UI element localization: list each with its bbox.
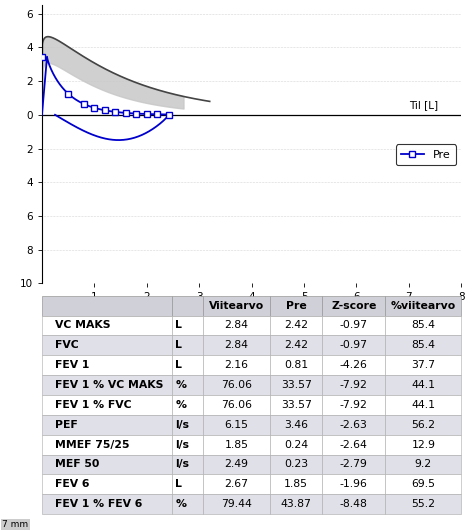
Text: 7 mm: 7 mm — [2, 520, 28, 529]
Legend: Pre: Pre — [396, 144, 456, 165]
Text: Til [L]: Til [L] — [409, 100, 438, 110]
